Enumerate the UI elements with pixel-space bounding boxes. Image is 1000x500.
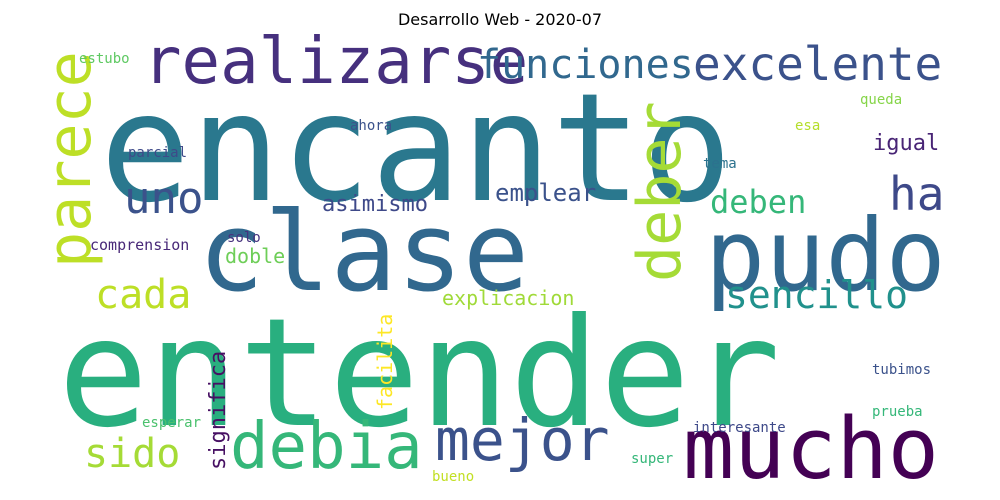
word-deber: deber (625, 101, 695, 282)
word-doble: doble (225, 244, 285, 268)
word-encanto: encanto (100, 62, 732, 236)
word-ha: ha (889, 167, 944, 221)
word-facilita: facilita (373, 314, 397, 410)
chart-title: Desarrollo Web - 2020-07 (397, 10, 603, 29)
word-clase: clase (198, 188, 529, 316)
word-esperar: esperar (142, 415, 201, 431)
word-ahora: ahora (350, 118, 392, 134)
word-parece: parece (35, 51, 105, 268)
word-solo: solo (227, 230, 261, 246)
word-comprension: comprension (90, 236, 189, 254)
word-mejor: mejor (435, 406, 610, 474)
word-debia: debia (230, 410, 423, 484)
word-esa: esa (795, 118, 820, 134)
word-super: super (631, 451, 673, 467)
word-realizarse: realizarse (143, 25, 528, 99)
word-sencillo: sencillo (725, 273, 908, 317)
word-uno: uno (124, 173, 203, 224)
word-asimismo: asimismo (322, 192, 428, 217)
word-tema: tema (703, 156, 737, 172)
word-sido: sido (84, 431, 180, 477)
word-explicacion: explicacion (442, 286, 574, 310)
word-emplear: emplear (495, 179, 596, 207)
word-parcial: parcial (128, 145, 187, 161)
word-entender: entender (58, 287, 780, 461)
word-funciones: funciones (477, 42, 694, 88)
word-pudo: pudo (705, 197, 946, 314)
word-estubo: estubo (79, 51, 130, 67)
word-queda: queda (860, 92, 902, 108)
word-igual: igual (873, 131, 939, 156)
word-bueno: bueno (432, 469, 474, 485)
word-excelente: excelente (693, 37, 942, 91)
word-mucho: mucho (683, 400, 939, 499)
word-tubimos: tubimos (872, 362, 931, 378)
word-interesante: interesante (693, 420, 786, 436)
word-cada: cada (95, 272, 191, 318)
word-significa: significa (206, 351, 231, 470)
word-prueba: prueba (872, 404, 923, 420)
word-deben: deben (710, 183, 806, 221)
